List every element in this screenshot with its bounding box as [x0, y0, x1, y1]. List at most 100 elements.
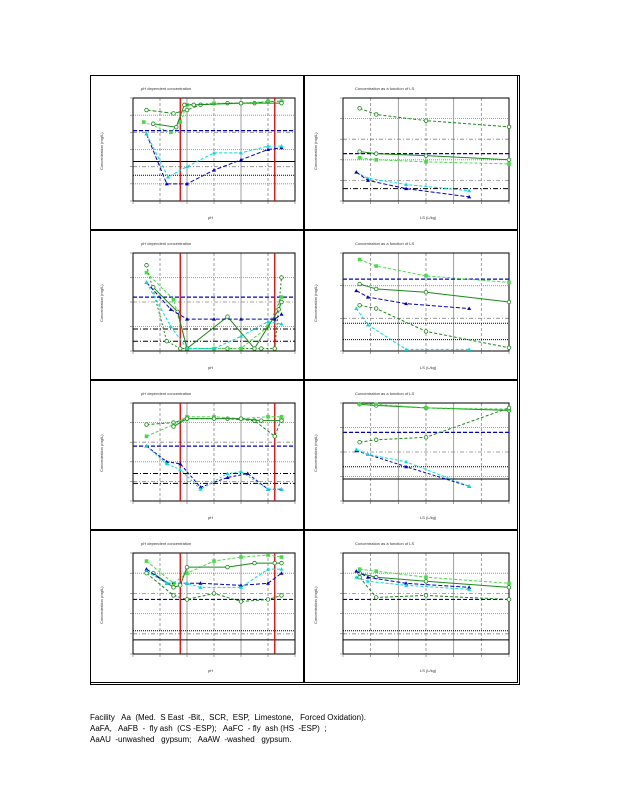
- chart-panel-p4-ls: Concentration as a function of LS LS (L/k…: [304, 530, 518, 683]
- data-point: [245, 471, 250, 476]
- data-point: [144, 263, 149, 268]
- chart-svg: [130, 552, 296, 657]
- data-point: [266, 414, 270, 419]
- series-line-AaAW: [146, 445, 282, 490]
- data-point: [354, 447, 359, 452]
- data-point: [238, 416, 244, 421]
- series-line-AaFA: [359, 107, 510, 128]
- data-point: [357, 257, 362, 262]
- data-point: [173, 124, 179, 130]
- data-point: [191, 102, 196, 108]
- data-point: [374, 158, 378, 162]
- data-point: [144, 270, 149, 275]
- data-point: [424, 160, 428, 164]
- chart-svg: [130, 252, 296, 354]
- chart-panel-p2-ls: Concentration as a function of LS LS (L/k…: [304, 230, 518, 380]
- y-axis-label: Concentration (mg/L): [313, 284, 318, 322]
- data-point: [142, 120, 146, 124]
- data-point: [185, 317, 189, 321]
- data-point: [357, 155, 362, 160]
- data-point: [266, 487, 270, 491]
- series-line-AaFB: [143, 100, 282, 133]
- figure-caption: Facility Aa (Med. S East -Bit., SCR, ESP…: [90, 712, 366, 745]
- data-point: [182, 102, 187, 108]
- series-line-AaFA: [359, 576, 510, 600]
- data-point: [239, 346, 243, 351]
- data-point: [239, 583, 243, 587]
- data-point: [144, 107, 149, 113]
- data-point: [506, 585, 512, 590]
- series-line-AaAW: [356, 449, 470, 487]
- data-point: [404, 464, 409, 469]
- data-point: [467, 306, 472, 311]
- data-point: [144, 571, 149, 576]
- series-line-AaAW: [356, 171, 470, 192]
- data-point: [507, 162, 511, 166]
- data-point: [423, 435, 429, 440]
- data-point: [164, 181, 169, 186]
- chart-title: Concentration as a function of LS: [355, 86, 415, 91]
- data-point: [144, 444, 149, 448]
- plot-frame: [342, 252, 510, 352]
- chart-title: pH dependent concentration: [141, 391, 192, 396]
- data-point: [279, 100, 284, 106]
- data-point: [171, 297, 176, 302]
- data-point: [365, 176, 370, 180]
- y-axis-label: Concentration (mg/L): [313, 585, 318, 624]
- data-point: [423, 593, 429, 598]
- data-point: [169, 130, 173, 135]
- data-point: [259, 346, 264, 351]
- caption-line: Facility Aa (Med. S East -Bit., SCR, ESP…: [90, 713, 366, 722]
- data-point: [239, 469, 243, 474]
- data-point: [168, 307, 173, 311]
- data-point: [238, 599, 244, 604]
- x-axis-label: LS (L/kg): [420, 668, 437, 673]
- data-point: [423, 329, 429, 334]
- data-point: [354, 575, 359, 579]
- data-point: [184, 597, 190, 602]
- data-point: [423, 153, 429, 158]
- data-point: [239, 157, 243, 162]
- data-point: [212, 559, 216, 563]
- series-line-AaAU: [356, 570, 470, 588]
- data-point: [357, 303, 362, 308]
- data-point: [198, 581, 203, 585]
- series-line-AaAW: [356, 576, 470, 590]
- data-point: [467, 194, 472, 199]
- series-line-AaFC: [359, 151, 510, 161]
- data-point: [404, 186, 409, 191]
- data-point: [239, 585, 243, 589]
- series-line-AaFC: [173, 418, 282, 427]
- chart-panel-p1-ls: Concentration as a function of LS LS (L/k…: [304, 75, 518, 230]
- data-point: [423, 579, 429, 584]
- data-point: [373, 437, 379, 442]
- data-point: [144, 434, 149, 439]
- caption-line: AaFA, AaFB - fly ash (CS -ESP); AaFC - f…: [90, 724, 327, 733]
- data-point: [424, 406, 428, 410]
- data-point: [266, 144, 270, 148]
- data-point: [365, 322, 370, 327]
- data-point: [279, 567, 284, 571]
- data-point: [272, 317, 277, 321]
- data-point: [506, 345, 512, 350]
- chart-title: pH dependent concentration: [141, 241, 192, 246]
- data-point: [184, 107, 190, 113]
- x-axis-label: pH: [208, 668, 214, 673]
- data-point: [212, 101, 216, 105]
- chart-panel-p4-ph: pH dependent concentration pH Concentratio…: [90, 530, 304, 683]
- y-axis-label: Concentration (mg/L): [99, 131, 104, 170]
- data-point: [467, 585, 472, 589]
- data-point: [424, 274, 428, 278]
- data-point: [168, 324, 173, 328]
- data-point: [357, 281, 362, 287]
- data-point: [198, 487, 203, 491]
- data-point: [266, 567, 270, 571]
- data-point: [178, 583, 183, 588]
- data-point: [354, 288, 359, 293]
- data-point: [164, 461, 169, 466]
- data-point: [467, 484, 472, 488]
- data-point: [212, 317, 216, 321]
- data-point: [212, 346, 216, 351]
- data-point: [404, 583, 409, 587]
- x-axis-label: pH: [208, 515, 214, 520]
